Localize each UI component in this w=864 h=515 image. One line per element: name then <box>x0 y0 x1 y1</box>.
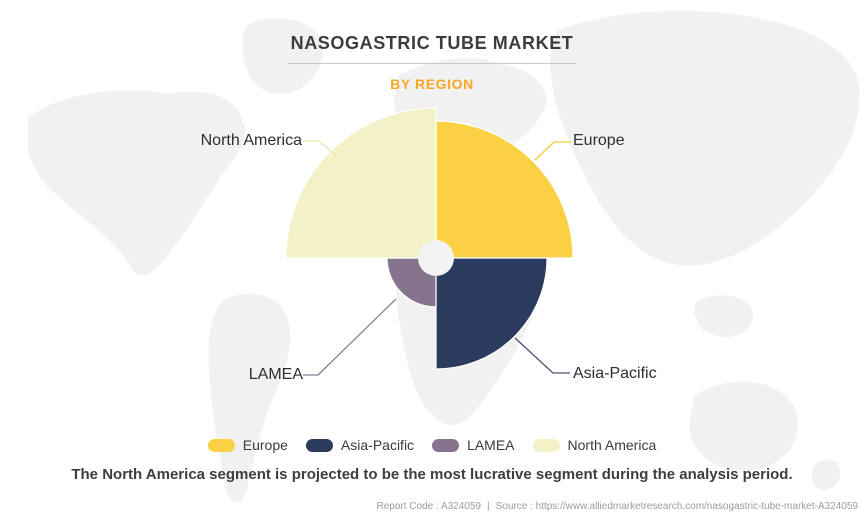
legend-label: Asia-Pacific <box>340 437 415 453</box>
continent-asia <box>550 10 860 266</box>
legend-item-north-america[interactable]: North America <box>532 437 657 453</box>
label-lamea: LAMEA <box>248 366 303 383</box>
island-new-zealand <box>811 459 841 490</box>
legend-label: Europe <box>242 437 288 453</box>
continent-greenland <box>242 18 323 94</box>
continent-north-america <box>28 90 246 276</box>
callout-line-north-america <box>302 140 338 157</box>
island-southeast-asia <box>694 295 754 338</box>
chart-legend: Europe Asia-Pacific LAMEA North America <box>0 437 864 453</box>
label-europe: Europe <box>573 132 625 149</box>
callout-line-lamea <box>303 298 397 376</box>
continent-australia <box>689 381 798 472</box>
page-subtitle: BY REGION <box>390 76 474 92</box>
legend-label: LAMEA <box>467 437 515 453</box>
legend-swatch-lamea <box>432 438 460 452</box>
legend-swatch-europe <box>207 438 235 452</box>
legend-label: North America <box>567 437 657 453</box>
page-title: NASOGASTRIC TUBE MARKET <box>290 33 574 53</box>
pie-segment-asia-pacific[interactable] <box>435 257 548 370</box>
legend-item-asia-pacific[interactable]: Asia-Pacific <box>305 437 415 453</box>
report-code: Report Code : A324059 <box>376 501 481 512</box>
source-url: Source : https://www.alliedmarketresearc… <box>495 501 858 512</box>
callout-line-europe <box>534 141 571 161</box>
key-insight-statement: The North America segment is projected t… <box>71 466 793 483</box>
donut-hole <box>418 240 454 276</box>
label-north-america: North America <box>200 132 302 149</box>
callout-line-asia-pacific <box>514 337 570 374</box>
title-divider <box>287 63 577 64</box>
footer: Report Code : A324059 | Source : https:/… <box>376 501 858 512</box>
label-asia-pacific: Asia-Pacific <box>573 365 657 382</box>
pie-segment-europe[interactable] <box>435 120 574 259</box>
footer-separator: | <box>487 501 490 512</box>
legend-swatch-north-america <box>532 438 560 452</box>
legend-item-lamea[interactable]: LAMEA <box>432 437 515 453</box>
pie-segment-north-america[interactable] <box>285 107 437 259</box>
legend-swatch-asia-pacific <box>305 438 333 452</box>
pie-segments-group <box>285 107 574 370</box>
legend-item-europe[interactable]: Europe <box>207 437 288 453</box>
header: NASOGASTRIC TUBE MARKET BY REGION <box>0 0 864 92</box>
